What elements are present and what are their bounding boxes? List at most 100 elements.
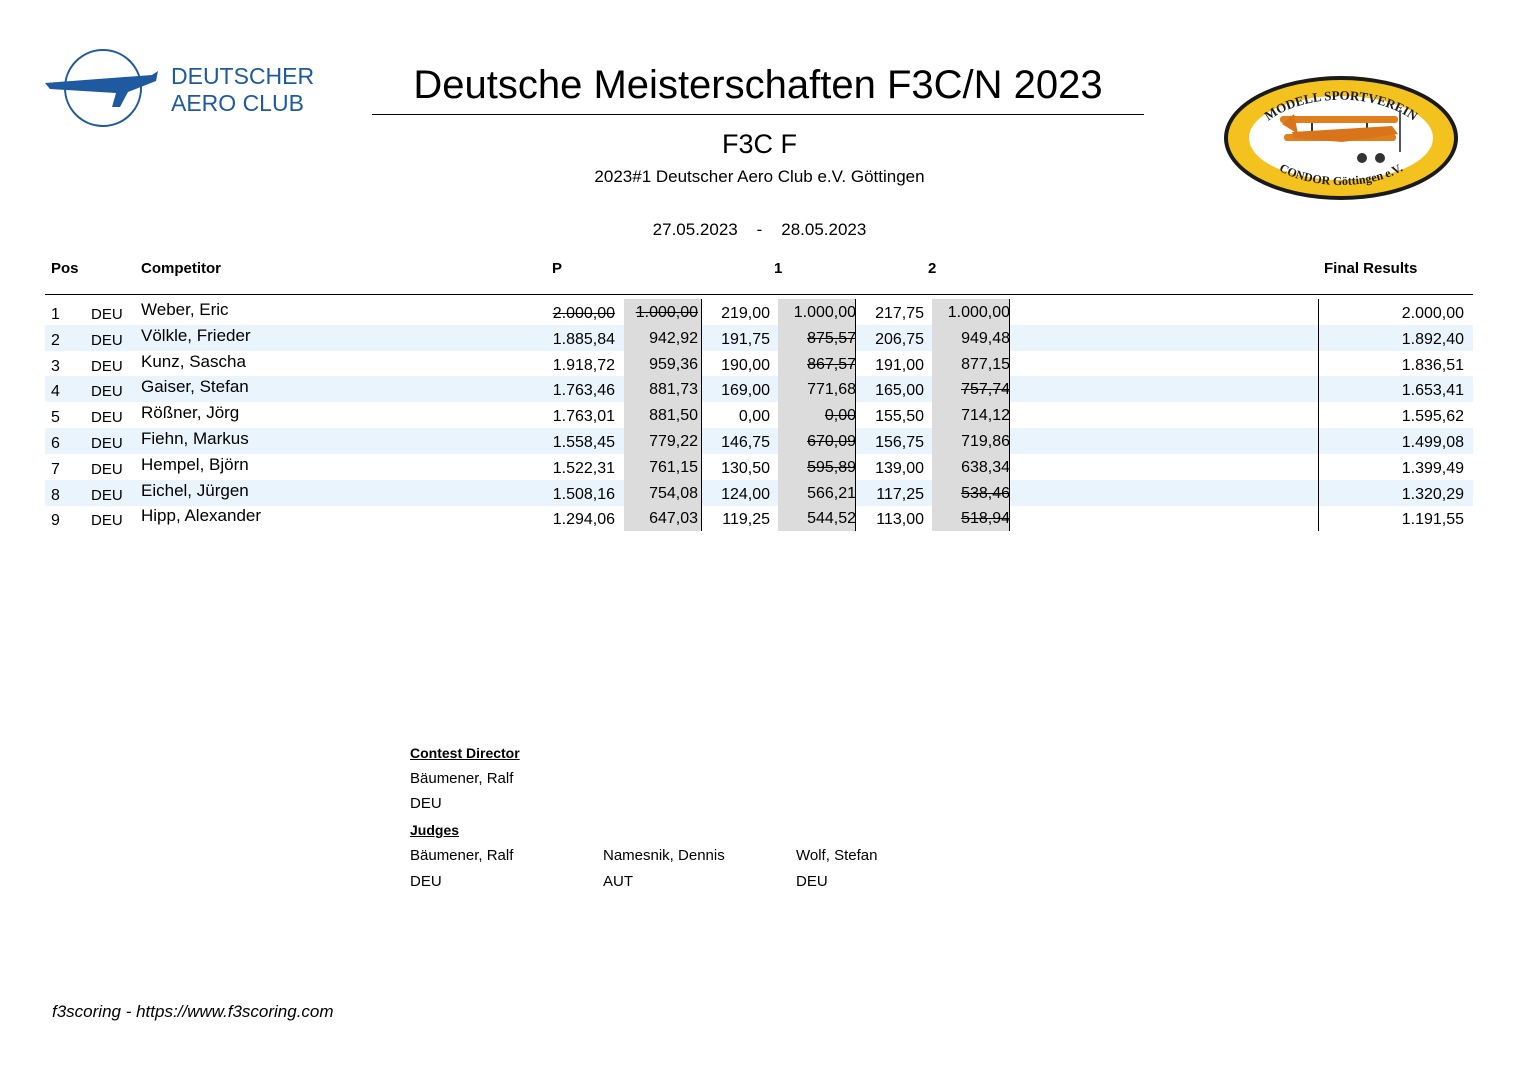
cell-name-value: Eichel, Jürgen <box>141 480 249 500</box>
cell-pos: 3 <box>51 354 60 380</box>
cell-final: 1.595,62 <box>1325 404 1468 430</box>
cell-r2-raw: 155,50 <box>859 404 928 430</box>
cell-r2-raw: 156,75 <box>859 430 928 456</box>
cell-p-norm: 959,36 <box>624 350 702 377</box>
cell-nat-value: DEU <box>91 306 123 323</box>
date-separator: - <box>756 220 763 239</box>
cell-pos-value: 2 <box>51 331 60 349</box>
cell-nat: DEU <box>91 508 123 534</box>
cell-pos: 6 <box>51 431 60 457</box>
separator-round2 <box>1009 299 1010 531</box>
cell-name-value: Völkle, Frieder <box>141 325 251 345</box>
cell-r1-raw: 191,75 <box>705 327 774 353</box>
cell-nat-value: DEU <box>91 357 123 375</box>
cell-r1-raw: 169,00 <box>705 378 774 404</box>
cell-final-value: 1.499,08 <box>1401 434 1464 451</box>
cell-r2-raw-value: 156,75 <box>875 434 924 451</box>
cell-p-raw-value: 1.918,72 <box>552 356 615 374</box>
cell-name: Weber, Eric <box>141 297 229 323</box>
cell-r2-raw: 139,00 <box>859 456 928 482</box>
cell-r2-raw-value: 217,75 <box>875 305 924 322</box>
cell-r2-raw-value: 117,25 <box>876 485 924 503</box>
cell-r2-norm-value: 719,86 <box>961 433 1010 450</box>
cell-name: Hempel, Björn <box>141 452 249 478</box>
cell-r2-norm-value: 757,74 <box>961 381 1010 399</box>
cell-nat: DEU <box>91 354 123 380</box>
cell-p-raw-value: 1.763,46 <box>552 382 615 400</box>
cell-nat: DEU <box>91 405 123 431</box>
cell-p-raw: 1.763,46 <box>525 378 619 404</box>
cell-name: Rößner, Jörg <box>141 400 239 426</box>
cell-nat-value: DEU <box>91 331 123 349</box>
cell-name: Kunz, Sascha <box>141 349 246 375</box>
col-header-pos: Pos <box>51 260 79 277</box>
cell-p-raw-value: 1.294,06 <box>552 511 615 529</box>
cell-r1-norm: 595,89 <box>778 453 856 480</box>
cell-r1-norm: 1.000,00 <box>778 299 856 325</box>
cell-pos-value: 4 <box>51 383 60 401</box>
cell-p-norm: 881,50 <box>624 402 702 429</box>
cell-final-value: 1.191,55 <box>1401 511 1464 529</box>
cell-final-value: 1.892,40 <box>1401 330 1464 348</box>
cell-p-raw: 1.885,84 <box>525 327 619 353</box>
footer-credit: f3scoring - https://www.f3scoring.com <box>52 1002 334 1021</box>
cell-p-norm: 754,08 <box>624 479 702 506</box>
table-row: 7 DEU Hempel, Björn 1.522,31 761,15 130,50 595… <box>45 452 1473 483</box>
cell-r1-norm-value: 867,57 <box>807 355 856 373</box>
cell-r2-norm: 518,94 <box>932 505 1010 532</box>
cell-r2-raw-value: 165,00 <box>875 382 924 400</box>
cell-p-norm-value: 779,22 <box>649 433 698 450</box>
cell-final: 1.320,29 <box>1325 482 1468 508</box>
cell-p-norm-value: 881,50 <box>649 407 698 425</box>
cell-p-norm-value: 754,08 <box>649 484 698 502</box>
cell-r1-raw-value: 119,25 <box>722 511 770 529</box>
cell-name: Eichel, Jürgen <box>141 478 249 504</box>
cell-p-norm: 881,73 <box>624 376 702 403</box>
cell-nat: DEU <box>91 457 123 483</box>
cell-r1-norm-value: 875,57 <box>807 329 856 347</box>
cell-nat-value: DEU <box>91 409 123 427</box>
col-header-round2: 2 <box>928 260 937 277</box>
cell-r2-norm-value: 1.000,00 <box>947 304 1010 321</box>
cell-p-raw-value: 1.522,31 <box>552 459 615 477</box>
cell-r2-raw: 206,75 <box>859 327 928 353</box>
cell-pos-value: 5 <box>51 409 60 427</box>
cell-r1-raw: 124,00 <box>705 482 774 508</box>
cell-final: 1.499,08 <box>1325 430 1468 456</box>
cell-p-raw: 1.918,72 <box>525 353 619 379</box>
cell-final-value: 1.836,51 <box>1401 356 1464 374</box>
separator-round1 <box>855 299 856 531</box>
cell-pos: 2 <box>51 328 60 354</box>
cell-r2-raw-value: 155,50 <box>875 408 924 426</box>
cell-final: 1.836,51 <box>1325 353 1468 379</box>
table-row: 3 DEU Kunz, Sascha 1.918,72 959,36 190,00 867,… <box>45 349 1473 380</box>
cell-r2-raw-value: 191,00 <box>875 356 924 374</box>
cell-pos: 8 <box>51 483 60 509</box>
cell-pos-value: 1 <box>51 306 60 323</box>
cell-pos: 5 <box>51 405 60 431</box>
separator-p <box>701 299 702 531</box>
date-to: 28.05.2023 <box>781 220 867 239</box>
cell-r1-raw-value: 219,00 <box>721 305 770 322</box>
cell-name-value: Rößner, Jörg <box>141 403 240 423</box>
cell-r1-norm-value: 0,00 <box>824 407 856 425</box>
cell-r2-raw-value: 113,00 <box>876 511 924 529</box>
cell-r1-raw: 0,00 <box>705 404 774 430</box>
cell-name-value: Weber, Eric <box>141 300 229 319</box>
cell-pos-value: 6 <box>51 435 60 452</box>
cell-final-value: 1.595,62 <box>1401 408 1464 426</box>
cell-final: 1.892,40 <box>1325 327 1468 353</box>
table-row: 9 DEU Hipp, Alexander 1.294,06 647,03 119,25 5… <box>45 505 1473 534</box>
cell-nat-value: DEU <box>91 383 123 401</box>
cell-pos-value: 7 <box>51 460 60 478</box>
cell-p-norm-value: 942,92 <box>649 329 698 347</box>
cell-r1-norm: 544,52 <box>778 505 856 532</box>
cell-r2-raw: 113,00 <box>859 507 928 533</box>
cell-final-value: 2.000,00 <box>1401 305 1464 322</box>
cell-r2-norm: 719,86 <box>932 428 1010 454</box>
cell-p-raw: 1.522,31 <box>525 456 619 482</box>
cell-p-norm-value: 881,73 <box>649 381 698 399</box>
cell-pos: 7 <box>51 457 60 483</box>
table-row: 6 DEU Fiehn, Markus 1.558,45 779,22 146,75 670… <box>45 428 1473 454</box>
date-from: 27.05.2023 <box>652 220 738 239</box>
